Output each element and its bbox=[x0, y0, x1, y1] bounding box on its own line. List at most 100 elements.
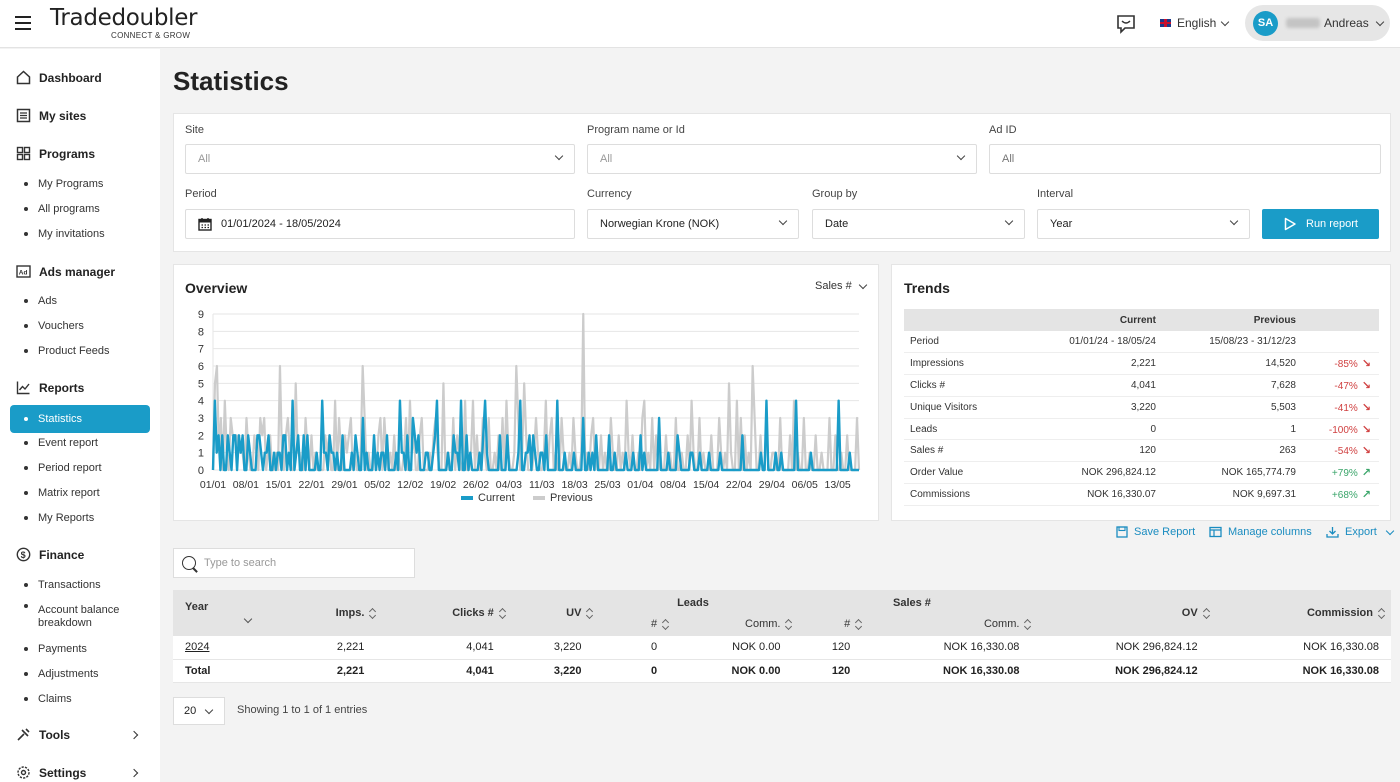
sidebar-item-vouchers[interactable]: Vouchers bbox=[24, 320, 184, 332]
sidebar-item-settings[interactable]: Settings bbox=[16, 765, 151, 780]
avatar: SA bbox=[1253, 10, 1278, 36]
trends-row-label: Sales # bbox=[904, 439, 1014, 463]
sidebar-item-reports[interactable]: Reports bbox=[16, 380, 151, 395]
x-tick-label: 22/04 bbox=[726, 479, 752, 491]
y-tick-label: 2 bbox=[198, 430, 204, 442]
trends-row-current: 01/01/24 - 18/05/24 bbox=[1014, 331, 1164, 354]
sidebar-item-account-balance[interactable]: Account balance breakdown bbox=[24, 604, 184, 630]
adid-input[interactable] bbox=[1002, 153, 1372, 165]
cell-total-clicks: 4,041 bbox=[376, 659, 506, 683]
trends-row-label: Unique Visitors bbox=[904, 396, 1014, 419]
trends-row-label: Leads bbox=[904, 418, 1014, 441]
adid-label: Ad ID bbox=[989, 124, 1017, 136]
sidebar-item-label: My Programs bbox=[38, 178, 104, 190]
top-bar: Tradedoubler CONNECT & GROW English SA A… bbox=[0, 0, 1400, 48]
x-tick-label: 01/04 bbox=[627, 479, 653, 491]
page-size-select[interactable]: 20 bbox=[173, 697, 225, 725]
metric-select-value: Sales # bbox=[815, 280, 852, 292]
change-value: -41% bbox=[1334, 402, 1358, 414]
sidebar-item-payments[interactable]: Payments bbox=[24, 643, 184, 655]
sidebar-item-ads[interactable]: Ads bbox=[24, 295, 184, 307]
sidebar-item-my-sites[interactable]: My sites bbox=[16, 108, 151, 123]
trends-row-change: -100% ↘ bbox=[1304, 418, 1379, 441]
col-uv-header[interactable]: UV bbox=[506, 590, 594, 636]
trend-down-arrow-icon: ↘ bbox=[1361, 357, 1371, 371]
sidebar-item-tools[interactable]: Tools bbox=[16, 727, 151, 742]
year-link[interactable]: 2024 bbox=[185, 641, 210, 654]
sidebar-item-label: Period report bbox=[38, 462, 102, 474]
search-input[interactable] bbox=[204, 557, 394, 569]
col-clicks-header[interactable]: Clicks # bbox=[376, 590, 505, 636]
change-value: +79% bbox=[1331, 468, 1358, 480]
trend-down-arrow-icon: ↘ bbox=[1361, 378, 1371, 392]
sidebar-item-statistics[interactable]: Statistics bbox=[10, 405, 150, 433]
manage-columns-button[interactable]: Manage columns bbox=[1209, 526, 1312, 538]
site-select[interactable]: All bbox=[185, 144, 575, 174]
search-box[interactable] bbox=[173, 548, 415, 578]
sidebar-item-label: Account balance breakdown bbox=[38, 604, 120, 629]
metric-select[interactable]: Sales # bbox=[815, 280, 867, 292]
sidebar-item-my-programs[interactable]: My Programs bbox=[24, 178, 184, 190]
col-sales-comm-label: Comm. bbox=[983, 618, 1020, 630]
col-clicks-label: Clicks # bbox=[452, 607, 494, 619]
run-report-button[interactable]: Run report bbox=[1262, 209, 1379, 239]
sidebar-item-programs[interactable]: Programs bbox=[16, 146, 151, 161]
cell-year[interactable]: 2024 bbox=[173, 636, 267, 660]
sidebar-item-transactions[interactable]: Transactions bbox=[24, 579, 184, 591]
export-button[interactable]: Export bbox=[1326, 526, 1395, 538]
program-select[interactable]: All bbox=[587, 144, 977, 174]
sidebar-item-period-report[interactable]: Period report bbox=[24, 462, 184, 474]
brand-logo[interactable]: Tradedoubler bbox=[50, 5, 198, 31]
groupby-select[interactable]: Date bbox=[812, 209, 1025, 239]
blurred-name bbox=[1286, 18, 1320, 28]
sidebar-item-label: Matrix report bbox=[38, 487, 100, 499]
chevron-right-icon bbox=[129, 768, 139, 778]
groupby-value: Date bbox=[825, 218, 849, 230]
trends-row-previous: NOK 9,697.31 bbox=[1164, 483, 1304, 506]
interval-select[interactable]: Year bbox=[1037, 209, 1250, 239]
x-tick-label: 18/03 bbox=[561, 479, 587, 491]
sidebar-item-finance[interactable]: $ Finance bbox=[16, 547, 151, 562]
col-leads-comm-header[interactable]: Comm. bbox=[669, 612, 792, 636]
sidebar-item-label: Dashboard bbox=[39, 70, 102, 85]
period-datepicker[interactable]: 01/01/2024 - 18/05/2024 bbox=[185, 209, 575, 239]
trends-row-previous: 5,503 bbox=[1164, 396, 1304, 419]
menu-icon[interactable] bbox=[14, 14, 34, 32]
sidebar-item-product-feeds[interactable]: Product Feeds bbox=[24, 345, 184, 357]
user-menu[interactable]: SA Andreas bbox=[1245, 5, 1390, 41]
col-leads-count-header[interactable]: # bbox=[593, 612, 669, 636]
sidebar-item-event-report[interactable]: Event report bbox=[24, 437, 184, 449]
adid-field[interactable] bbox=[989, 144, 1381, 174]
interval-value: Year bbox=[1050, 218, 1073, 230]
col-commission-header[interactable]: Commission bbox=[1210, 590, 1391, 636]
col-sales-count-header[interactable]: # bbox=[792, 612, 862, 636]
chat-icon[interactable] bbox=[1116, 14, 1136, 34]
sidebar-item-adjustments[interactable]: Adjustments bbox=[24, 668, 184, 680]
trends-row: Commissions NOK 16,330.07 NOK 9,697.31 +68%… bbox=[904, 483, 1379, 506]
sidebar-item-dashboard[interactable]: Dashboard bbox=[16, 70, 151, 85]
currency-select[interactable]: Norwegian Krone (NOK) bbox=[587, 209, 799, 239]
cell-total-label: Total bbox=[173, 659, 267, 683]
save-report-button[interactable]: Save Report bbox=[1116, 526, 1195, 538]
col-imps-header[interactable]: Imps. bbox=[267, 590, 377, 636]
y-tick-label: 9 bbox=[198, 309, 204, 321]
language-selector[interactable]: English bbox=[1160, 16, 1230, 30]
sidebar-item-ads-manager[interactable]: Ad Ads manager bbox=[16, 264, 151, 279]
uk-flag-icon bbox=[1160, 19, 1171, 27]
x-tick-label: 22/01 bbox=[298, 479, 324, 491]
col-ov-header[interactable]: OV bbox=[1031, 590, 1209, 636]
col-year-header[interactable]: Year bbox=[173, 590, 267, 636]
trends-row-previous: 1 bbox=[1164, 418, 1304, 441]
sidebar-item-my-reports[interactable]: My Reports bbox=[24, 512, 184, 524]
x-tick-label: 26/02 bbox=[463, 479, 489, 491]
sidebar-item-claims[interactable]: Claims bbox=[24, 693, 184, 705]
legend-label-previous: Previous bbox=[550, 492, 593, 504]
col-sales-comm-header[interactable]: Comm. bbox=[862, 612, 1031, 636]
sidebar-item-matrix-report[interactable]: Matrix report bbox=[24, 487, 184, 499]
trends-row-previous: 14,520 bbox=[1164, 352, 1304, 376]
brand-tagline: CONNECT & GROW bbox=[111, 31, 191, 40]
sidebar-item-all-programs[interactable]: All programs bbox=[24, 203, 184, 215]
cell-total-ov: NOK 296,824.12 bbox=[1031, 659, 1210, 683]
legend-swatch-current bbox=[461, 496, 473, 500]
sidebar-item-my-invitations[interactable]: My invitations bbox=[24, 228, 184, 240]
